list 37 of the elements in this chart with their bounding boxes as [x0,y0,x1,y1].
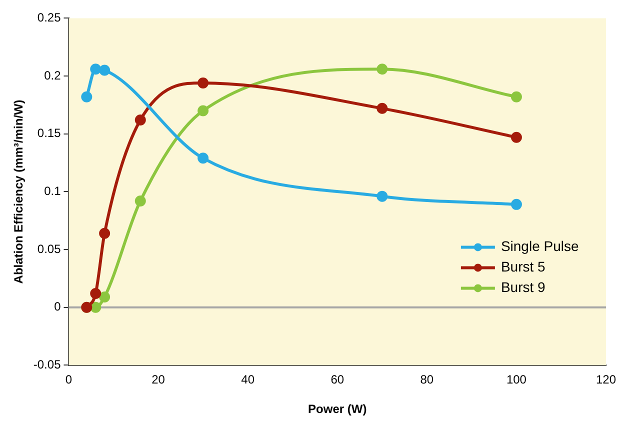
y-tick-label: 0 [54,300,62,314]
point [81,91,92,102]
point [90,64,102,75]
point [134,114,146,126]
legend-label: Burst 5 [500,258,546,275]
point [198,77,209,88]
x-tick-label: 100 [506,372,527,387]
point [99,228,110,239]
point [376,190,388,202]
point [99,291,110,302]
y-axis-title: Ablation Efficiency (mm³/min/W) [12,100,26,284]
point [376,102,388,114]
legend-label: Burst 9 [500,279,546,296]
x-tick-label: 20 [152,372,166,387]
point [198,152,209,164]
point [198,105,209,116]
x-tick-label: 120 [596,372,616,387]
point [510,91,522,102]
point [90,288,102,299]
y-tick-label: 0.25 [37,10,62,25]
x-axis-title: Power (W) [308,402,367,416]
point [99,64,110,76]
point [90,302,102,313]
x-tick-label: 0 [65,372,72,387]
point [134,195,146,206]
x-tick-label: 80 [420,372,434,387]
point [510,198,522,210]
point [510,132,522,143]
y-tick-label: 0.15 [37,126,62,140]
x-tick-label: 40 [241,372,255,387]
y-tick-label: 0.1 [44,184,62,198]
y-tick-label: -0.05 [33,358,62,372]
point [376,64,388,75]
x-tick-label: 60 [330,372,344,387]
legend-label: Single Pulse [500,238,579,254]
y-tick-label: 0.2 [44,68,62,82]
y-tick-label: 0.05 [37,242,62,256]
